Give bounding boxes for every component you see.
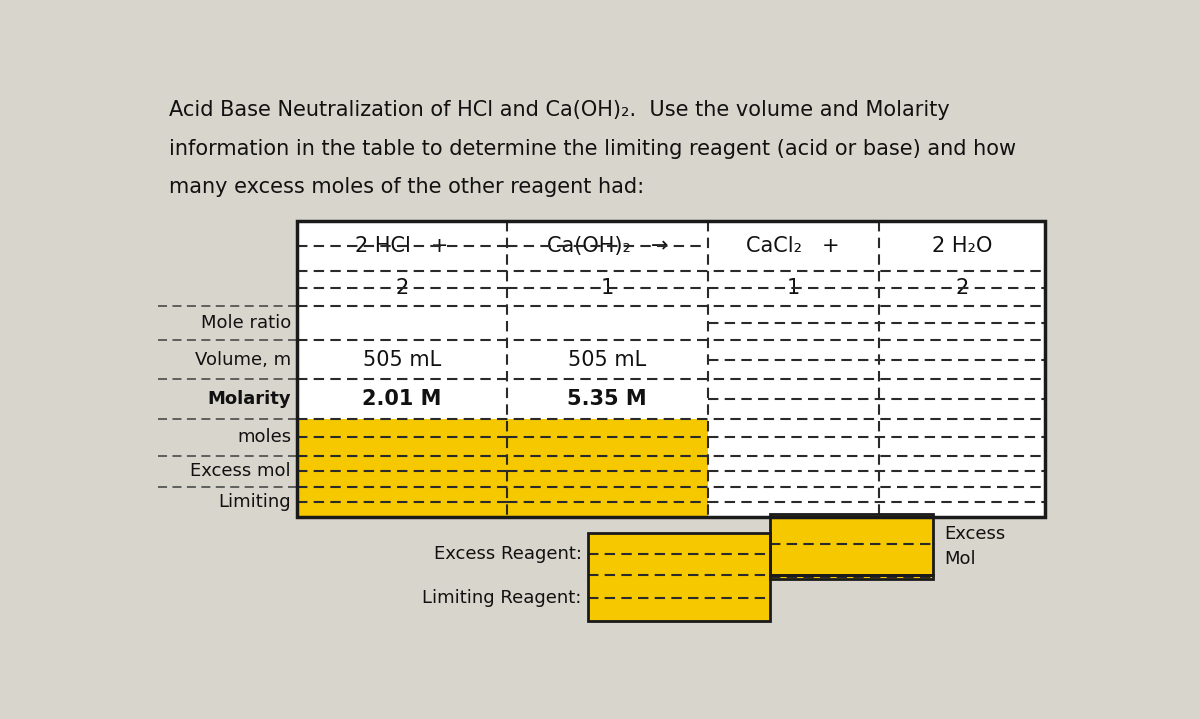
- Text: 2: 2: [955, 278, 968, 298]
- Bar: [506, 487, 708, 518]
- Bar: [770, 575, 932, 579]
- Bar: [770, 513, 932, 575]
- Text: moles: moles: [236, 429, 292, 446]
- Text: information in the table to determine the limiting reagent (acid or base) and ho: information in the table to determine th…: [169, 139, 1016, 159]
- Bar: [588, 533, 770, 621]
- Text: Excess
Mol: Excess Mol: [944, 525, 1006, 568]
- Text: Limiting: Limiting: [218, 493, 292, 511]
- Bar: [298, 419, 506, 456]
- Text: 1: 1: [601, 278, 614, 298]
- Text: many excess moles of the other reagent had:: many excess moles of the other reagent h…: [169, 177, 644, 197]
- Text: Excess mol: Excess mol: [191, 462, 292, 480]
- Text: Ca(OH)₂   →: Ca(OH)₂ →: [546, 236, 668, 256]
- Text: 505 mL: 505 mL: [568, 349, 647, 370]
- Text: 2 H₂O: 2 H₂O: [931, 236, 992, 256]
- Text: 2: 2: [395, 278, 408, 298]
- Bar: [298, 456, 506, 487]
- Text: 2.01 M: 2.01 M: [362, 389, 442, 409]
- Text: Acid Base Neutralization of HCl and Ca(OH)₂.  Use the volume and Molarity: Acid Base Neutralization of HCl and Ca(O…: [169, 100, 950, 120]
- Text: 2 HCl   +: 2 HCl +: [355, 236, 449, 256]
- Bar: [770, 513, 932, 575]
- Text: 1: 1: [787, 278, 800, 298]
- Text: Mole ratio: Mole ratio: [200, 314, 292, 332]
- Bar: [506, 456, 708, 487]
- Bar: [588, 533, 770, 621]
- Text: 5.35 M: 5.35 M: [568, 389, 647, 409]
- Bar: [506, 419, 708, 456]
- Text: Excess Reagent:: Excess Reagent:: [433, 545, 582, 563]
- Bar: [298, 221, 1045, 518]
- Bar: [298, 221, 1045, 518]
- Text: 505 mL: 505 mL: [362, 349, 442, 370]
- Bar: [298, 487, 506, 518]
- Text: Limiting Reagent:: Limiting Reagent:: [422, 590, 582, 608]
- Text: Molarity: Molarity: [208, 390, 292, 408]
- Text: CaCl₂   +: CaCl₂ +: [746, 236, 840, 256]
- Bar: [770, 575, 932, 579]
- Text: Volume, m: Volume, m: [194, 351, 292, 369]
